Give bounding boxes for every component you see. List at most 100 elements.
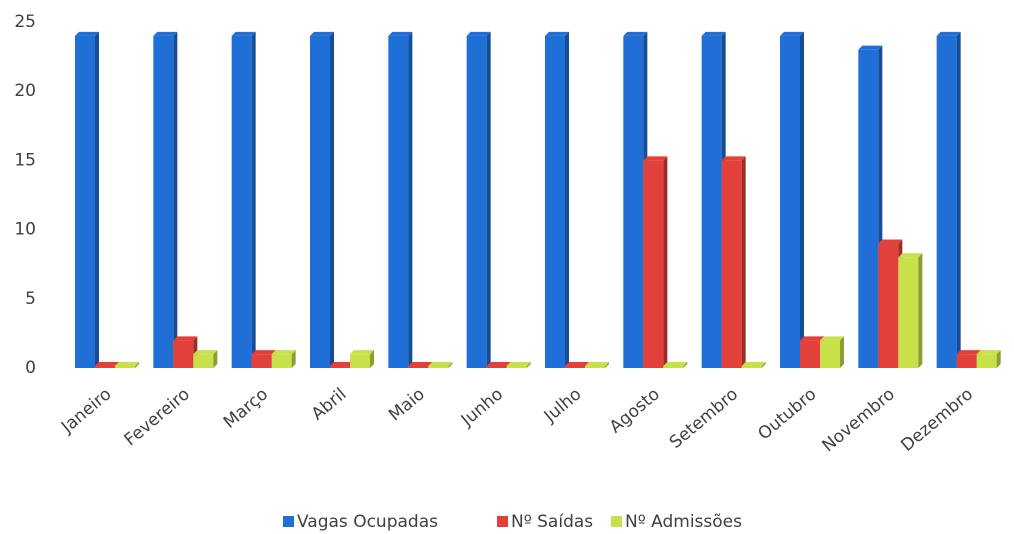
bar-front [153, 35, 174, 369]
bar [115, 362, 139, 368]
bar-front [936, 35, 957, 369]
bar-top [741, 362, 766, 366]
x-tick-label: Setembro [666, 384, 742, 453]
bar-front [741, 366, 762, 368]
bar-front [565, 366, 585, 368]
bar-side [956, 31, 961, 369]
bar-top [858, 45, 883, 50]
bar-top [350, 350, 374, 355]
bar-side [840, 336, 844, 368]
bar-side [996, 350, 1001, 368]
bar-front [193, 354, 214, 368]
bar-top [545, 31, 569, 36]
bar-top [388, 31, 413, 36]
x-tick-label: Fevereiro [121, 384, 194, 450]
x-tick-label: Agosto [606, 384, 664, 437]
x-tick-label: Março [220, 384, 272, 432]
bar [506, 362, 531, 368]
bar-top [623, 31, 648, 36]
bar-front [898, 257, 919, 368]
bar [153, 31, 178, 369]
bar [721, 156, 746, 368]
x-tick-label: Dezembro [897, 384, 977, 455]
bar-side [330, 31, 334, 369]
bar-side [918, 253, 923, 368]
bar-front [663, 366, 684, 368]
bar [271, 350, 296, 368]
bar [193, 350, 218, 368]
y-tick-label: 10 [14, 220, 36, 240]
bar-top [585, 362, 609, 366]
bar-front [330, 366, 350, 368]
bar [820, 336, 844, 368]
bar-top [486, 362, 511, 366]
bar-side [251, 31, 256, 369]
bar-side [741, 156, 746, 368]
bar [976, 350, 1001, 368]
bar-top [878, 239, 903, 244]
x-tick-label: Junho [457, 384, 507, 431]
bar-top [663, 362, 688, 366]
bar-top [271, 350, 296, 355]
bar-front [231, 35, 252, 369]
legend-label: Vagas Ocupadas [297, 512, 438, 532]
bar-front [350, 354, 370, 368]
bar-top [506, 362, 531, 366]
x-tick-label: Novembro [818, 384, 898, 456]
bar [663, 362, 688, 368]
bar [780, 31, 804, 369]
bar-side [800, 31, 804, 369]
bar-top [780, 31, 804, 36]
bar-front [858, 49, 879, 369]
bar-top [936, 31, 961, 36]
bar-front [408, 366, 429, 368]
bar [466, 31, 491, 369]
y-tick-label: 20 [14, 81, 36, 101]
bar-side [683, 362, 688, 368]
legend-label: Nº Admissões [625, 512, 742, 532]
bar-front [643, 160, 664, 368]
legend-swatch [611, 516, 622, 527]
bar-top [153, 31, 178, 36]
bar-front [878, 243, 899, 368]
bar-top [231, 31, 256, 36]
bar-side [135, 362, 139, 368]
y-tick-label: 0 [25, 358, 36, 378]
bar-side [95, 31, 99, 369]
bar [75, 31, 99, 369]
bar-front [585, 366, 605, 368]
bar-side [663, 156, 668, 368]
bar-side [291, 350, 296, 368]
bar [898, 253, 923, 368]
bar-front [271, 354, 292, 368]
bar-front [173, 340, 194, 368]
bar-side [213, 350, 218, 368]
bar-front [466, 35, 487, 369]
bar-front [976, 354, 997, 368]
bar-front [780, 35, 800, 369]
bar-front [251, 354, 272, 368]
bar-front [701, 35, 722, 369]
bar [585, 362, 609, 368]
bar-top [898, 253, 923, 258]
x-tick-label: Maio [385, 384, 429, 425]
bar-front [95, 366, 115, 368]
bar-top [565, 362, 589, 366]
y-tick-label: 15 [14, 150, 36, 170]
bar-top [956, 350, 981, 355]
bar-side [605, 362, 609, 368]
bar-front [820, 340, 840, 368]
bar-top [330, 362, 354, 366]
bar-front [545, 35, 565, 369]
bar-top [820, 336, 844, 341]
bar-side [565, 31, 569, 369]
bar-top [193, 350, 218, 355]
bar [350, 350, 374, 368]
bar-side [486, 31, 491, 369]
bar-front [310, 35, 330, 369]
bar-top [721, 156, 746, 161]
x-tick-label: Abril [308, 384, 351, 424]
bar-top [115, 362, 139, 366]
bar-side [370, 350, 374, 368]
